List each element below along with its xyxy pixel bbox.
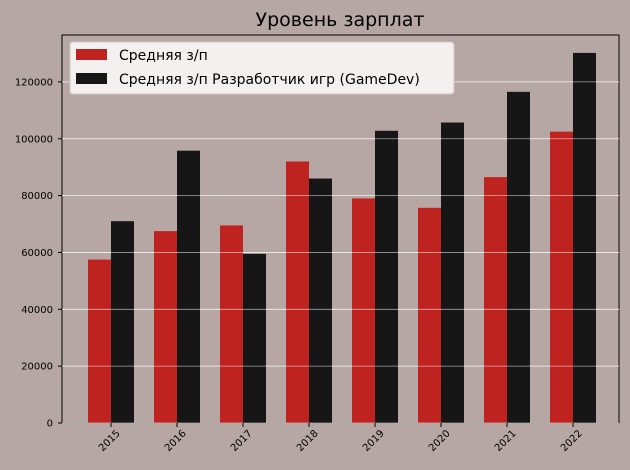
legend: Средняя з/п Средняя з/п Разработчик игр … [69,41,455,95]
y-tick-label: 100000 [15,134,53,145]
y-tick-label: 80000 [21,191,53,202]
y-tick-label: 40000 [21,305,53,316]
y-tick-label: 0 [47,419,53,430]
bar-gamedev-2017 [243,253,266,423]
legend-swatch-series-2 [76,73,107,84]
x-tick-label: 2017 [229,428,255,454]
legend-box [69,41,455,95]
bar-gamedev-2016 [177,150,200,423]
y-axis: 0 20000 40000 60000 80000 100000 120000 [15,77,62,430]
x-tick-label: 2015 [97,428,123,454]
x-axis: 2015 2016 2017 2018 2019 2020 2021 2022 [97,423,585,454]
x-tick-label: 2018 [295,428,321,454]
y-tick-label: 20000 [21,362,53,373]
x-tick-label: 2020 [427,428,453,454]
bar-gamedev-2022 [573,52,596,424]
x-tick-label: 2021 [493,428,519,454]
bar-average-2020 [418,207,441,423]
legend-label-series-2: Средняя з/п Разработчик игр (GameDev) [119,72,420,88]
grid-overlay [62,81,619,424]
bar-average-2017 [220,225,243,423]
x-tick-label: 2016 [163,428,189,454]
bar-average-2021 [484,177,507,423]
bar-gamedev-2015 [111,221,134,423]
legend-label-series-1: Средняя з/п [119,48,208,64]
y-tick-label: 60000 [21,248,53,259]
y-tick-label: 120000 [15,77,53,88]
bar-average-2015 [88,259,111,423]
bar-gamedev-2018 [309,178,332,423]
bar-average-2016 [154,231,177,423]
bar-gamedev-2021 [507,91,530,423]
bars [88,52,596,424]
bar-average-2022 [550,131,573,423]
bar-gamedev-2020 [441,122,464,424]
bar-gamedev-2019 [375,130,398,424]
x-tick-label: 2022 [559,428,585,454]
chart-title: Уровень зарплат [256,9,425,31]
x-tick-label: 2019 [361,428,387,454]
bar-average-2018 [286,161,309,423]
bar-average-2019 [352,198,375,423]
legend-swatch-series-1 [76,49,107,60]
